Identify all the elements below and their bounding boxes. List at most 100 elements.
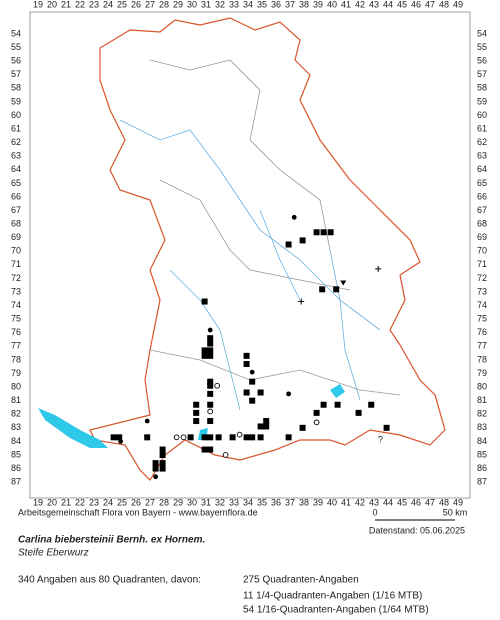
record-circle — [207, 408, 214, 415]
x-label: 26 — [131, 0, 141, 9]
y-label: 57 — [11, 69, 21, 79]
x-label: 46 — [411, 497, 421, 507]
y-label: 64 — [11, 164, 21, 174]
y-label: 87 — [477, 477, 487, 487]
y-label: 56 — [11, 56, 21, 66]
record-square — [207, 418, 214, 425]
x-label: 19 — [33, 0, 43, 9]
x-label: 30 — [187, 0, 197, 9]
y-label: 76 — [477, 327, 487, 337]
y-label: 81 — [477, 395, 487, 405]
y-label: 80 — [477, 381, 487, 391]
record-square — [229, 434, 236, 441]
y-label: 79 — [477, 368, 487, 378]
record-square — [257, 434, 264, 441]
x-label: 33 — [229, 0, 239, 9]
x-label: 23 — [89, 0, 99, 9]
y-label: 60 — [11, 110, 21, 120]
record-square — [201, 434, 208, 441]
y-label: 77 — [11, 341, 21, 351]
y-label: 65 — [477, 178, 487, 188]
record-square — [257, 389, 264, 396]
x-label: 40 — [327, 497, 337, 507]
scale-end: 50 km — [443, 507, 468, 517]
x-label: 35 — [257, 497, 267, 507]
y-label: 87 — [11, 477, 21, 487]
record-square — [383, 424, 390, 431]
x-label: 23 — [89, 497, 99, 507]
record-circle — [180, 434, 187, 441]
record-square — [207, 446, 214, 453]
y-label: 68 — [11, 218, 21, 228]
record-triangle — [340, 280, 347, 286]
y-label: 55 — [477, 42, 487, 52]
record-square — [299, 237, 306, 244]
record-square — [201, 446, 208, 453]
record-square — [243, 389, 250, 396]
record-square — [207, 401, 214, 408]
x-label: 38 — [299, 0, 309, 9]
y-label: 78 — [477, 354, 487, 364]
y-label: 86 — [477, 463, 487, 473]
x-label: 19 — [33, 497, 43, 507]
x-label: 26 — [131, 497, 141, 507]
y-label: 75 — [477, 314, 487, 324]
record-square — [207, 352, 214, 359]
record-square — [320, 401, 327, 408]
record-dot — [153, 474, 159, 480]
y-label: 56 — [477, 56, 487, 66]
record-square — [159, 451, 166, 458]
y-label: 63 — [477, 151, 487, 161]
data-date: Datenstand: 05.06.2025 — [369, 525, 465, 535]
y-label: 84 — [11, 436, 21, 446]
y-label: 63 — [11, 151, 21, 161]
y-label: 82 — [477, 409, 487, 419]
y-label: 60 — [477, 110, 487, 120]
x-label: 37 — [285, 497, 295, 507]
x-label: 25 — [117, 0, 127, 9]
x-label: 34 — [243, 0, 253, 9]
record-square — [207, 382, 214, 389]
record-square — [257, 423, 264, 430]
y-label: 74 — [477, 300, 487, 310]
y-label: 69 — [11, 232, 21, 242]
record-square — [152, 465, 159, 472]
y-label: 54 — [477, 28, 487, 38]
record-square — [285, 434, 292, 441]
summary: 340 Angaben aus 80 Quadranten, davon: — [18, 575, 201, 586]
record-dot — [286, 391, 291, 397]
record-square — [207, 434, 214, 441]
record-square — [207, 378, 214, 385]
species-name: Carlina biebersteinii Bernh. ex Hornem. — [18, 535, 205, 546]
record-square — [207, 340, 214, 347]
y-label: 78 — [11, 354, 21, 364]
record-square — [327, 229, 334, 236]
y-label: 59 — [477, 96, 487, 106]
y-label: 66 — [11, 191, 21, 201]
record-plus — [375, 265, 382, 272]
y-label: 72 — [11, 273, 21, 283]
record-square — [144, 434, 151, 441]
scale-start: 0 — [372, 507, 377, 517]
x-label: 38 — [299, 497, 309, 507]
unknown-mark: ? — [378, 434, 383, 444]
record-square — [159, 465, 166, 472]
y-label: 76 — [11, 327, 21, 337]
y-label: 74 — [11, 300, 21, 310]
y-label: 83 — [11, 422, 21, 432]
x-label: 49 — [453, 0, 463, 9]
x-label: 42 — [355, 0, 365, 9]
record-dot — [249, 369, 255, 375]
record-square — [313, 409, 320, 416]
x-label: 28 — [159, 497, 169, 507]
record-plus — [298, 298, 305, 305]
record-circle — [236, 431, 243, 438]
record-square — [320, 229, 327, 236]
x-label: 35 — [257, 0, 267, 9]
y-label: 66 — [477, 191, 487, 201]
y-label: 79 — [11, 368, 21, 378]
y-label: 84 — [477, 436, 487, 446]
record-square — [187, 434, 194, 441]
x-label: 32 — [215, 0, 225, 9]
record-circle — [214, 382, 221, 389]
